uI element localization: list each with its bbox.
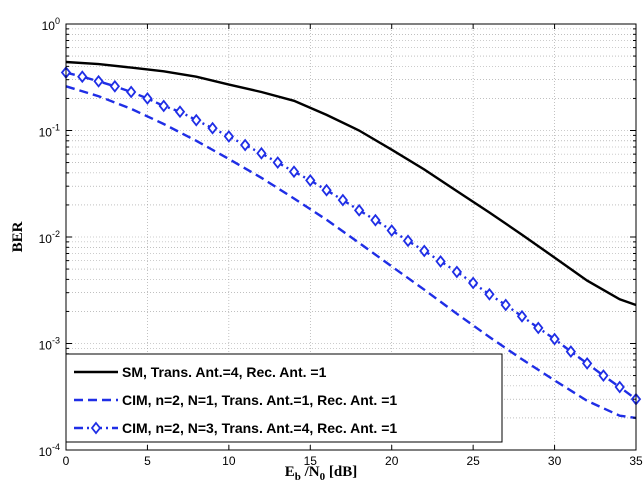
data-point [484, 287, 495, 301]
x-tick-label: 35 [629, 454, 643, 468]
legend-entry: SM, Trans. Ant.=4, Rec. Ant. =1 [74, 364, 327, 380]
series-layer [60, 60, 642, 420]
data-point [288, 165, 300, 179]
data-point [77, 70, 88, 84]
data-point [223, 129, 235, 143]
x-tick-label: 0 [63, 454, 70, 468]
legend-label: SM, Trans. Ant.=4, Rec. Ant. =1 [122, 364, 327, 380]
y-tick-label: 100 [42, 16, 60, 33]
data-point [207, 121, 218, 135]
y-tick-label: 10-2 [39, 229, 60, 246]
data-point [256, 146, 267, 160]
data-point [565, 345, 577, 359]
data-point [174, 105, 186, 119]
data-point [614, 380, 625, 394]
data-point [158, 99, 169, 113]
data-point [370, 213, 381, 227]
data-point [321, 183, 332, 197]
legend-label: CIM, n=2, N=3, Trans. Ant.=4, Rec. Ant. … [122, 420, 397, 436]
data-point [142, 91, 153, 105]
data-point [598, 369, 609, 383]
data-point [305, 173, 316, 187]
data-point [533, 321, 544, 335]
series-2 [65, 85, 637, 420]
data-point [516, 309, 528, 323]
legend-label: CIM, n=2, N=1, Trans. Ant.=1, Rec. Ant. … [122, 392, 397, 408]
data-point [125, 85, 137, 99]
data-point [451, 265, 463, 279]
data-point [191, 113, 202, 127]
data-point [272, 156, 283, 170]
legend-marker [90, 421, 102, 435]
legend-entry: CIM, n=2, N=3, Trans. Ant.=4, Rec. Ant. … [74, 420, 397, 436]
data-point [435, 254, 446, 268]
x-tick-label: 20 [385, 454, 399, 468]
x-tick-label: 25 [466, 454, 480, 468]
series-1 [65, 60, 637, 307]
y-tick-label: 10-3 [39, 336, 60, 353]
series-line [65, 85, 637, 420]
legend-box [65, 353, 503, 443]
x-tick-label: 5 [144, 454, 151, 468]
data-point [467, 276, 479, 290]
x-tick-label: 30 [548, 454, 562, 468]
data-point [402, 234, 414, 248]
y-axis-label: BER [10, 221, 26, 252]
tick-labels: 0 5 10 15 20 25 30 35 100 10-1 10-2 10-3 10-4 [39, 16, 643, 468]
data-point [337, 193, 349, 207]
data-point [581, 356, 593, 370]
x-tick-label: 10 [222, 454, 236, 468]
data-point [109, 79, 121, 93]
legend: SM, Trans. Ant.=4, Rec. Ant. =1 CIM, n=2,… [65, 353, 503, 443]
y-tick-label: 10-4 [39, 442, 60, 459]
data-point [549, 332, 560, 346]
data-point [500, 298, 511, 312]
series-line [65, 60, 637, 307]
data-point [419, 244, 430, 258]
data-point [353, 203, 365, 217]
data-point [386, 224, 397, 237]
data-point [239, 138, 251, 152]
data-point [93, 74, 104, 88]
x-tick-label: 15 [304, 454, 318, 468]
series-3 [60, 66, 642, 406]
x-axis-label: Eb /N0 [dB] [285, 464, 357, 483]
legend-entry: CIM, n=2, N=1, Trans. Ant.=1, Rec. Ant. … [74, 392, 397, 408]
y-tick-label: 10-1 [39, 123, 60, 140]
